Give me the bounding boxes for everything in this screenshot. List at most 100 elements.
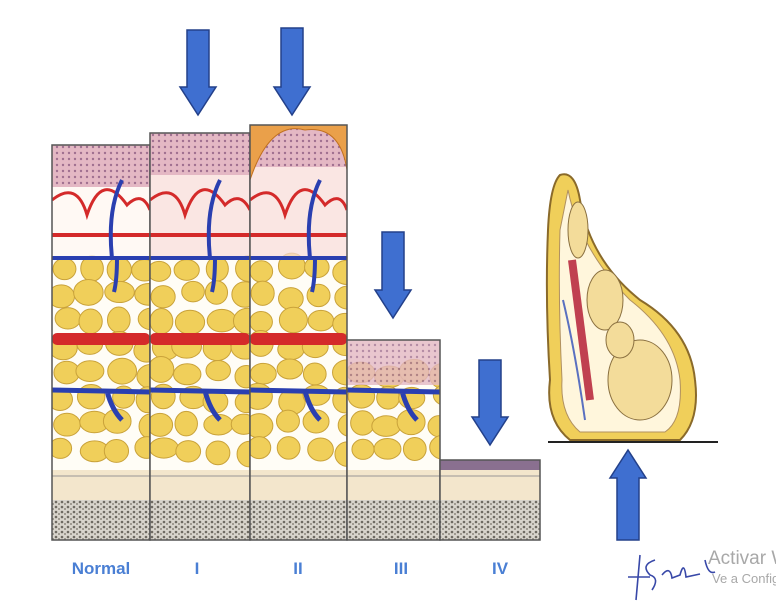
- fat-lobule: [181, 280, 205, 303]
- muscle-layer: [347, 500, 440, 540]
- fat-lobule: [337, 413, 347, 437]
- stage-label-normal: Normal: [71, 559, 131, 578]
- fat-lobule: [373, 437, 402, 460]
- epidermis: [150, 133, 250, 175]
- fat-lobule: [232, 307, 250, 335]
- dermal-artery: [250, 188, 347, 221]
- fat-lobule: [278, 306, 308, 334]
- fat-lobule: [150, 412, 174, 437]
- muscle-layer: [440, 500, 540, 540]
- ulcer-bed: [440, 460, 540, 470]
- fat-lobule: [334, 441, 347, 467]
- arrow-down-icon: [272, 27, 312, 117]
- fat-lobule: [432, 385, 440, 405]
- tissue-column-1: [149, 132, 251, 541]
- muscle-layer: [250, 500, 347, 540]
- dermal-vein: [250, 179, 347, 293]
- tissue-column-0: [51, 144, 151, 541]
- fat-lobule: [78, 308, 103, 335]
- fat-lobule: [350, 410, 376, 436]
- fascia: [150, 470, 250, 500]
- signature: [628, 554, 716, 601]
- fat-lobule: [75, 360, 105, 383]
- fat-lobule: [103, 438, 130, 463]
- stage-label-3: III: [393, 559, 409, 578]
- fat-lobule: [174, 309, 206, 335]
- arrow-up-icon: [608, 448, 648, 541]
- fat-lobule: [427, 415, 440, 438]
- fat-lobule: [306, 283, 331, 308]
- fat-lobule: [150, 260, 172, 282]
- fascia: [440, 470, 540, 500]
- fat-lobule: [429, 435, 440, 460]
- fat-lobule: [302, 362, 327, 386]
- fat-lobule: [134, 283, 150, 306]
- fat-lobule: [150, 355, 175, 383]
- fat-lobule: [173, 363, 202, 386]
- fat-lobule: [307, 309, 335, 332]
- fat-lobule: [231, 281, 250, 308]
- foot-cross-section: [545, 173, 718, 443]
- fat-lobule: [307, 437, 334, 462]
- muscle-layer: [150, 500, 250, 540]
- deep-artery: [250, 333, 347, 345]
- fat-lobule: [106, 306, 131, 334]
- fat-lobule: [230, 413, 250, 435]
- fascia: [52, 470, 150, 500]
- fat-lobule: [250, 280, 275, 306]
- deep-artery: [52, 333, 150, 345]
- stage-label-1: I: [194, 559, 200, 578]
- fat-lobule: [204, 280, 229, 305]
- fat-lobule: [173, 259, 200, 281]
- epidermis: [52, 145, 150, 187]
- stage-label-4: IV: [491, 559, 509, 578]
- fat-lobule: [107, 357, 138, 385]
- fat-lobule: [205, 440, 231, 466]
- ulcer-bed: [347, 340, 440, 385]
- fat-lobule: [250, 310, 273, 333]
- fat-lobule: [150, 437, 179, 459]
- watermark-line-1: Activar W: [708, 548, 776, 569]
- fat-lobule: [205, 256, 229, 282]
- fat-lobule: [371, 415, 402, 437]
- fat-lobule: [250, 362, 277, 385]
- fat-lobule: [150, 285, 176, 309]
- arrow-down-icon: [178, 29, 218, 117]
- dermal-vein: [52, 179, 150, 293]
- dermis: [250, 167, 347, 258]
- fat-lobule: [276, 436, 301, 460]
- fascia: [347, 470, 440, 500]
- fat-lobule: [234, 365, 250, 389]
- arrow-down-icon: [470, 359, 510, 447]
- fat-lobule: [138, 413, 150, 440]
- pressure-arrows: [178, 27, 648, 541]
- fat-lobule: [278, 287, 304, 311]
- fat-lobule: [206, 308, 237, 333]
- fat-lobule: [332, 312, 347, 336]
- fat-lobule: [134, 436, 150, 459]
- fat-lobule: [250, 436, 272, 460]
- fat-lobule: [150, 308, 174, 335]
- tissue-column-2: [249, 124, 348, 541]
- fat-lobule: [174, 410, 198, 437]
- tissue-columns: [51, 124, 541, 541]
- fascia: [250, 470, 347, 500]
- fat-lobule: [137, 307, 150, 331]
- fat-lobule: [175, 440, 202, 463]
- fat-lobule: [302, 409, 330, 434]
- fat-lobule: [102, 408, 132, 434]
- deep-vein: [52, 387, 150, 422]
- fat-lobule: [106, 256, 132, 283]
- fat-lobule: [402, 437, 427, 462]
- tissue-column-4: [439, 459, 541, 541]
- muscle-layer: [52, 500, 150, 540]
- dermis: [150, 175, 250, 258]
- fat-lobule: [73, 278, 104, 306]
- fat-lobule: [104, 280, 135, 304]
- dermal-artery: [150, 188, 250, 221]
- arrow-down-icon: [373, 231, 413, 320]
- fat-lobule: [351, 438, 375, 460]
- dermal-artery: [52, 188, 150, 221]
- fat-lobule: [53, 412, 81, 437]
